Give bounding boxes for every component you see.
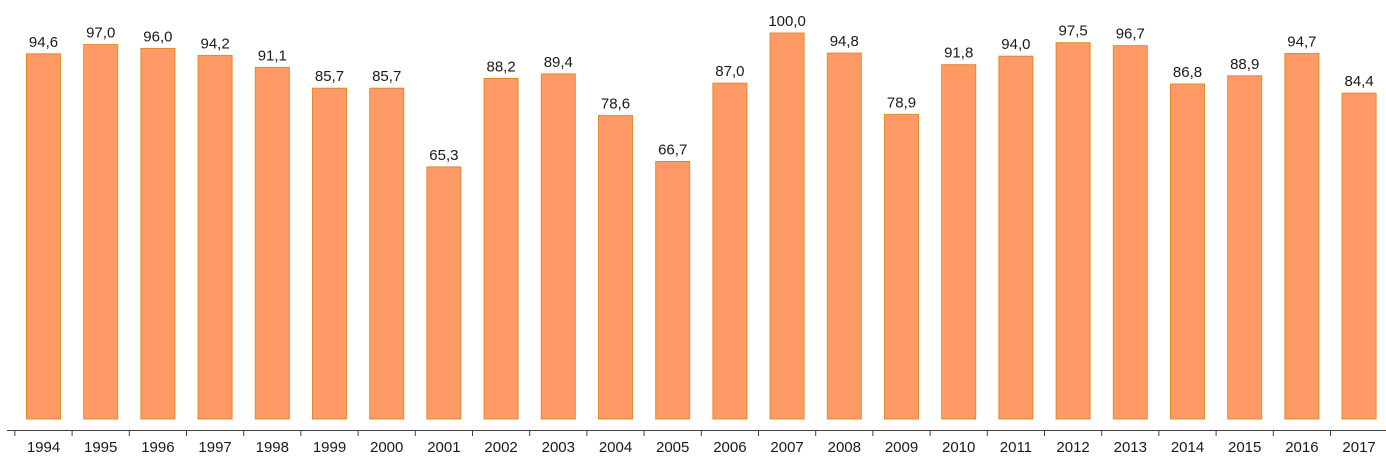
value-label-2017: 84,4 bbox=[1344, 73, 1373, 90]
bar-2009 bbox=[884, 113, 919, 420]
x-tick-label-2011: 2011 bbox=[1000, 439, 1032, 456]
x-tick-label-2012: 2012 bbox=[1056, 439, 1089, 456]
value-label-1995: 97,0 bbox=[86, 25, 115, 42]
bar-1998 bbox=[254, 66, 290, 420]
value-label-2012: 97,5 bbox=[1058, 23, 1087, 40]
x-tick-label-2014: 2014 bbox=[1171, 439, 1204, 456]
x-tick-label-2009: 2009 bbox=[885, 439, 918, 456]
x-tick-label-2017: 2017 bbox=[1342, 439, 1375, 456]
value-label-1997: 94,2 bbox=[200, 35, 229, 52]
bar-2001 bbox=[426, 166, 462, 420]
x-tick-label-2016: 2016 bbox=[1285, 439, 1318, 456]
bar-1999 bbox=[312, 87, 347, 420]
x-tick-label-2003: 2003 bbox=[542, 439, 575, 456]
value-label-2010: 91,8 bbox=[944, 45, 973, 62]
bar-2004 bbox=[598, 115, 633, 420]
value-label-2000: 85,7 bbox=[372, 68, 401, 85]
bar-2015 bbox=[1227, 75, 1263, 420]
x-axis-ticks bbox=[14, 430, 1331, 436]
bar-1994 bbox=[26, 53, 61, 420]
bar-2011 bbox=[998, 55, 1034, 420]
value-label-2011: 94,0 bbox=[1001, 36, 1030, 53]
x-tick-label-2006: 2006 bbox=[713, 439, 746, 456]
value-label-2015: 88,9 bbox=[1230, 56, 1259, 73]
bar-2006 bbox=[712, 82, 748, 420]
x-tick-label-2010: 2010 bbox=[942, 439, 975, 456]
value-label-1994: 94,6 bbox=[29, 34, 58, 51]
x-tick-label-1996: 1996 bbox=[141, 439, 174, 456]
bar-2013 bbox=[1112, 45, 1148, 420]
value-label-1996: 96,0 bbox=[143, 28, 172, 45]
x-tick-label-2008: 2008 bbox=[828, 439, 861, 456]
x-tick-label-1994: 1994 bbox=[27, 439, 60, 456]
bar-2010 bbox=[941, 64, 977, 420]
value-label-2005: 66,7 bbox=[658, 142, 687, 159]
bars-layer bbox=[26, 32, 1377, 420]
x-tick-label-2000: 2000 bbox=[370, 439, 403, 456]
value-label-2006: 87,0 bbox=[715, 63, 744, 80]
x-tick-label-2013: 2013 bbox=[1114, 439, 1147, 456]
x-tick-label-2005: 2005 bbox=[656, 439, 689, 456]
bar-2008 bbox=[826, 52, 862, 420]
bar-2003 bbox=[540, 73, 576, 420]
bar-2017 bbox=[1341, 92, 1377, 420]
value-label-2002: 88,2 bbox=[486, 59, 515, 76]
x-tick-label-1997: 1997 bbox=[198, 439, 231, 456]
x-tick-label-2007: 2007 bbox=[770, 439, 803, 456]
bar-2012 bbox=[1055, 42, 1091, 420]
value-label-2008: 94,8 bbox=[830, 33, 859, 50]
value-label-2004: 78,6 bbox=[601, 96, 630, 113]
x-tick-label-2001: 2001 bbox=[427, 439, 460, 456]
bar-1995 bbox=[83, 44, 119, 420]
x-tick-label-1999: 1999 bbox=[313, 439, 346, 456]
x-tick-label-2004: 2004 bbox=[599, 439, 632, 456]
x-tick-label-2015: 2015 bbox=[1228, 439, 1261, 456]
bar-2002 bbox=[483, 78, 519, 420]
x-axis-tick-labels: 1994 1995 1996 1997 1998 1999 2000 2001 2002 2003… bbox=[27, 439, 1376, 456]
value-label-2001: 65,3 bbox=[429, 147, 458, 164]
value-label-1998: 91,1 bbox=[258, 47, 287, 64]
value-label-2013: 96,7 bbox=[1116, 26, 1145, 43]
bar-2014 bbox=[1170, 83, 1205, 420]
value-label-2007: 100,0 bbox=[768, 13, 806, 30]
bar-2007 bbox=[769, 32, 805, 420]
x-tick-label-1998: 1998 bbox=[256, 439, 289, 456]
value-label-2003: 89,4 bbox=[544, 54, 573, 71]
value-label-1999: 85,7 bbox=[315, 68, 344, 85]
bar-2016 bbox=[1284, 53, 1320, 420]
x-tick-label-2002: 2002 bbox=[484, 439, 517, 456]
x-tick-label-1995: 1995 bbox=[84, 439, 117, 456]
value-label-2009: 78,9 bbox=[887, 94, 916, 111]
value-labels-layer: 94,6 97,0 96,0 94,2 91,1 85,7 85,7 65,3 88,2 89,4… bbox=[29, 13, 1374, 164]
bar-2005 bbox=[655, 161, 691, 420]
bar-1996 bbox=[140, 47, 176, 420]
value-label-2016: 94,7 bbox=[1287, 34, 1316, 51]
bar-2000 bbox=[369, 87, 405, 420]
bar-1997 bbox=[197, 54, 233, 420]
value-label-2014: 86,8 bbox=[1173, 64, 1202, 81]
